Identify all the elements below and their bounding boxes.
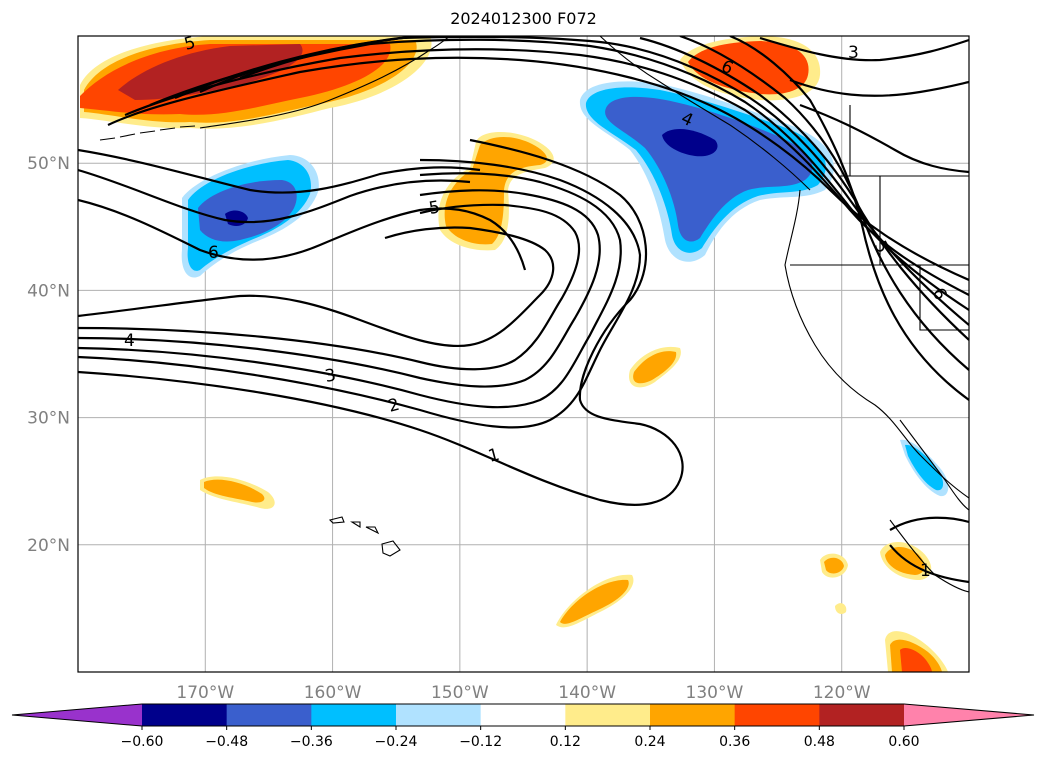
contour-label: 5: [182, 33, 198, 55]
alaska-coast: [199, 36, 451, 129]
positive-anomaly-region: [885, 546, 925, 575]
longitude-label: 160°W: [304, 683, 362, 703]
map-frame: [77, 35, 970, 673]
latitude-label: 30°N: [27, 409, 70, 429]
colorbar-segment: [819, 704, 905, 726]
latitude-label: 20°N: [27, 536, 70, 556]
contour-line: [78, 189, 601, 388]
positive-anomaly-region: [204, 479, 265, 503]
colorbar-tick-label: 0.36: [719, 734, 750, 750]
colorbar-tick-label: 0.48: [804, 734, 835, 750]
map-title: 2024012300 F072: [450, 9, 597, 28]
positive-anomaly-region: [900, 648, 932, 672]
contour-line: [78, 158, 642, 429]
colorbar-tick-label: −0.24: [375, 734, 418, 750]
longitude-labels: 170°W 160°W 150°W 140°W 130°W 120°W: [176, 683, 870, 703]
hawaii-islands: [328, 516, 401, 557]
colorbar-segment: [396, 704, 482, 726]
contour-label: 3: [323, 365, 337, 387]
colorbar-tick-label: 0.12: [550, 734, 581, 750]
colorbar-segment: [480, 704, 566, 726]
contour-line: [78, 198, 527, 271]
contour-line: [124, 48, 969, 296]
contour-line: [789, 78, 969, 97]
colorbar-tick-label: −0.60: [121, 734, 164, 750]
colorbar-segment: [734, 704, 820, 726]
positive-anomaly-region: [118, 44, 303, 100]
mexico-coast: [889, 519, 969, 593]
colorbar-extend-high: [904, 704, 1034, 726]
colorbar-tick-label: −0.36: [290, 734, 333, 750]
alaska-panhandle-coast: [599, 36, 811, 191]
negative-anomaly-region: [662, 128, 718, 157]
contour-label: 2: [386, 395, 402, 417]
contour-line: [239, 36, 969, 371]
baja-coast: [899, 419, 969, 511]
contour-label: 5: [427, 197, 441, 219]
colorbar-tick-label: −0.48: [205, 734, 248, 750]
colorbar-extend-low: [12, 704, 142, 726]
contour-line: [78, 226, 555, 347]
longitude-label: 120°W: [813, 683, 871, 703]
contour-label: 1: [920, 561, 931, 581]
positive-anomaly-region: [835, 603, 847, 614]
colorbar-segment: [226, 704, 312, 726]
coastlines: [99, 36, 969, 593]
latitude-labels: 50°N 40°N 30°N 20°N: [27, 154, 70, 556]
contour-line: [729, 36, 969, 401]
contour-line: [78, 172, 622, 409]
contour-label: 6: [208, 243, 219, 263]
colorbar-segment: [565, 704, 651, 726]
contour-line: [799, 103, 969, 174]
state-borders: [790, 105, 969, 331]
contour-line: [78, 138, 684, 506]
contour-label: 1: [486, 445, 502, 467]
contour-line: [889, 516, 969, 584]
longitude-label: 150°W: [431, 683, 489, 703]
positive-anomaly-region: [633, 351, 677, 384]
contour-line: [78, 148, 481, 194]
longitude-label: 170°W: [176, 683, 234, 703]
aleutian-islands: [99, 125, 196, 141]
negative-anomaly-region: [198, 180, 297, 242]
latitude-label: 50°N: [27, 154, 70, 174]
longitude-label: 130°W: [686, 683, 744, 703]
positive-anomaly-region: [560, 579, 629, 624]
colorbar-tick-label: −0.12: [459, 734, 502, 750]
contour-line: [759, 36, 969, 62]
colorbar-segment: [650, 704, 736, 726]
west-coast-usa: [784, 189, 969, 499]
colorbar: −0.60 −0.48 −0.36 −0.24 −0.12 0.12 0.24 0.36 0.4…: [11, 703, 1035, 750]
contour-line: [78, 203, 581, 371]
contour-label: 4: [124, 331, 135, 351]
positive-anomaly-region: [688, 41, 809, 95]
colorbar-tick-label: 0.24: [634, 734, 665, 750]
contour-line: [78, 168, 471, 224]
contour-line: [107, 56, 969, 282]
longitude-label: 140°W: [558, 683, 616, 703]
contour-lines: [78, 36, 969, 584]
latitude-label: 40°N: [27, 281, 70, 301]
positive-anomaly-region: [824, 557, 844, 574]
colorbar-tick-label: 0.60: [888, 734, 919, 750]
negative-anomaly-region: [905, 444, 944, 491]
colorbar-segment: [311, 704, 397, 726]
colorbar-segment: [142, 704, 228, 726]
contour-label: 3: [848, 43, 859, 63]
